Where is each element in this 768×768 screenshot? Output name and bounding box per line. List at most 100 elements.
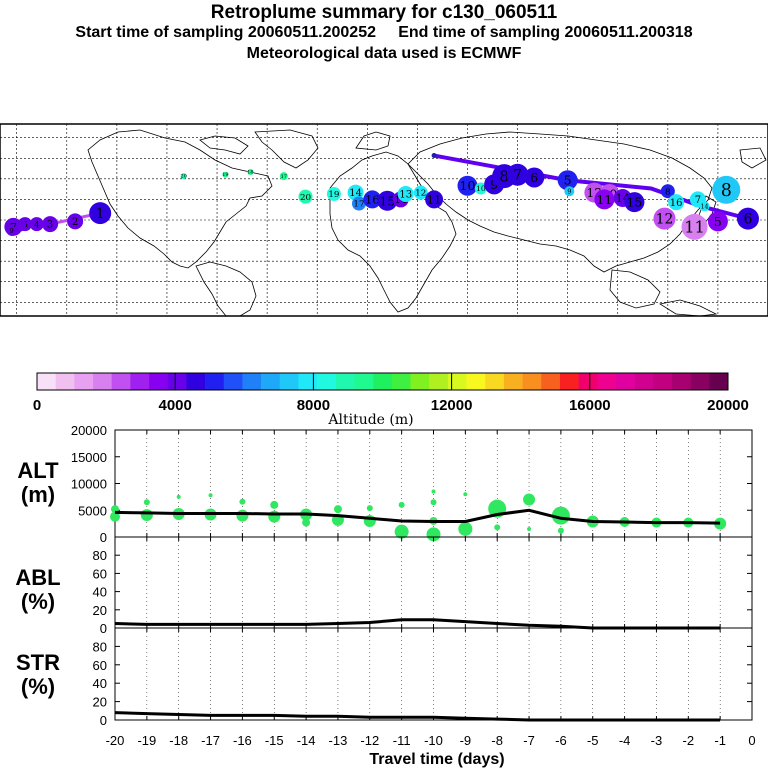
x-tick-label: -9 bbox=[460, 733, 472, 748]
y-tick-label: 10000 bbox=[71, 477, 107, 492]
plume-marker-label: 5 bbox=[714, 214, 722, 229]
colorbar-cell bbox=[373, 373, 393, 390]
plume-marker: 19 bbox=[326, 186, 341, 201]
colorbar-cell bbox=[223, 373, 243, 390]
colorbar-cell bbox=[167, 373, 187, 390]
colorbar-cell bbox=[410, 373, 430, 390]
altitude-cluster-point bbox=[366, 505, 373, 512]
colorbar-cell bbox=[690, 373, 710, 390]
plume-marker: 10 bbox=[457, 175, 478, 196]
plume-marker-label: 14 bbox=[349, 188, 362, 199]
plume-marker-circle bbox=[222, 171, 229, 178]
colorbar-tick-label: 16000 bbox=[569, 397, 611, 414]
y-tick-label: 20000 bbox=[71, 423, 107, 438]
plume-marker-circle bbox=[67, 213, 84, 230]
plume-marker-circle bbox=[298, 189, 313, 204]
plume-marker-circle bbox=[506, 163, 529, 186]
x-tick-label: -6 bbox=[555, 733, 567, 748]
colorbar-cell bbox=[391, 373, 411, 390]
x-tick-label: -3 bbox=[651, 733, 663, 748]
panel-label-line: (m) bbox=[21, 482, 55, 507]
str-panel: 0 20 40 60 80 STR (%) bbox=[16, 627, 753, 728]
colorbar-cell bbox=[242, 373, 262, 390]
plume-marker-circle bbox=[736, 207, 759, 230]
colorbar-tick-label: 0 bbox=[33, 397, 41, 414]
alt-panel-label: ALT (m) bbox=[17, 458, 59, 507]
str-panel-label: STR (%) bbox=[16, 650, 60, 699]
plume-marker-circle bbox=[279, 172, 288, 181]
altitude-cluster-point bbox=[426, 527, 441, 542]
altitude-cluster-point bbox=[239, 498, 246, 505]
colorbar-cell bbox=[485, 373, 505, 390]
plume-marker-circle bbox=[474, 182, 487, 195]
panel-label-line: ALT bbox=[17, 458, 59, 483]
x-tick-label: -20 bbox=[106, 733, 125, 748]
plume-marker-label: 10 bbox=[460, 178, 476, 193]
x-tick-label: -19 bbox=[137, 733, 156, 748]
colorbar-cell bbox=[37, 373, 56, 390]
plume-marker-label: 4 bbox=[34, 220, 40, 230]
colorbar-cell bbox=[298, 373, 318, 390]
plume-marker: 11 bbox=[425, 190, 444, 209]
colorbar-cell bbox=[279, 373, 299, 390]
y-tick-label: 0 bbox=[100, 530, 107, 545]
x-tick-label: -12 bbox=[360, 733, 379, 748]
plume-marker-circle bbox=[624, 192, 645, 213]
plume-marker-label: 10 bbox=[476, 184, 486, 193]
y-tick-label: 40 bbox=[93, 585, 107, 600]
colorbar-cell bbox=[130, 373, 150, 390]
altitude-cluster-point bbox=[270, 500, 279, 509]
plume-marker-label: 20 bbox=[300, 193, 311, 203]
altitude-cluster-point bbox=[208, 493, 213, 498]
plume-marker: 16 bbox=[363, 190, 382, 209]
plume-marker-label: 16 bbox=[365, 193, 379, 206]
y-tick-label: 60 bbox=[93, 566, 107, 581]
altitude-colorbar: 0 4000 8000 12000 16000 20000 Altitude (m) bbox=[33, 372, 749, 428]
plume-marker: 15 bbox=[377, 190, 398, 211]
plume-marker-label: 17 bbox=[353, 200, 364, 210]
chart-title: Retroplume summary for c130_060511 bbox=[210, 2, 558, 23]
plume-marker-label: 17 bbox=[281, 174, 287, 180]
plume-marker-circle bbox=[660, 184, 675, 199]
plume-marker-label: 8 bbox=[665, 187, 671, 197]
plume-marker: 8 bbox=[660, 184, 675, 199]
y-tick-label: 80 bbox=[93, 639, 107, 654]
plume-marker-circle bbox=[42, 216, 59, 233]
plume-marker-circle bbox=[425, 190, 444, 209]
x-tick-label: 0 bbox=[748, 733, 755, 748]
altitude-cluster-point bbox=[302, 518, 311, 527]
plume-marker: 16 bbox=[668, 194, 685, 211]
plume-marker: 20 bbox=[298, 189, 313, 204]
altitude-cluster-point bbox=[333, 505, 342, 514]
plume-marker-circle bbox=[377, 190, 398, 211]
plume-marker-circle bbox=[363, 190, 382, 209]
sampling-times: Start time of sampling 20060511.200252 E… bbox=[75, 24, 693, 41]
plume-marker-label: 12 bbox=[656, 212, 674, 228]
altitude-cluster-point bbox=[527, 526, 532, 531]
plume-marker-circle bbox=[29, 217, 44, 232]
plume-marker: 15 bbox=[624, 192, 645, 213]
plume-marker: 11 bbox=[594, 189, 615, 210]
colorbar-cell bbox=[317, 373, 337, 390]
colorbar-cell bbox=[261, 373, 281, 390]
plume-marker-label: 19 bbox=[328, 190, 339, 200]
plume-marker: 5 bbox=[557, 170, 578, 191]
plume-marker-label: 1 bbox=[96, 206, 105, 222]
plume-marker: 1 bbox=[89, 202, 112, 225]
colorbar-cell bbox=[671, 373, 691, 390]
plume-marker-label: 12 bbox=[415, 189, 426, 199]
plume-marker-label: 9 bbox=[567, 188, 571, 195]
colorbar-cell bbox=[709, 373, 729, 390]
x-tick-label: -18 bbox=[169, 733, 188, 748]
plume-marker-label: 7 bbox=[513, 168, 522, 184]
plume-marker-label: 11 bbox=[596, 192, 612, 207]
x-tick-label: -16 bbox=[233, 733, 252, 748]
plume-marker: 3 bbox=[42, 216, 59, 233]
plume-marker-circle bbox=[413, 185, 428, 200]
plume-marker-circle bbox=[326, 186, 341, 201]
panel-label-line: (%) bbox=[21, 589, 55, 614]
plume-marker-circle bbox=[180, 173, 187, 180]
alt-series-line bbox=[114, 508, 721, 525]
altitude-cluster-point bbox=[431, 489, 436, 494]
